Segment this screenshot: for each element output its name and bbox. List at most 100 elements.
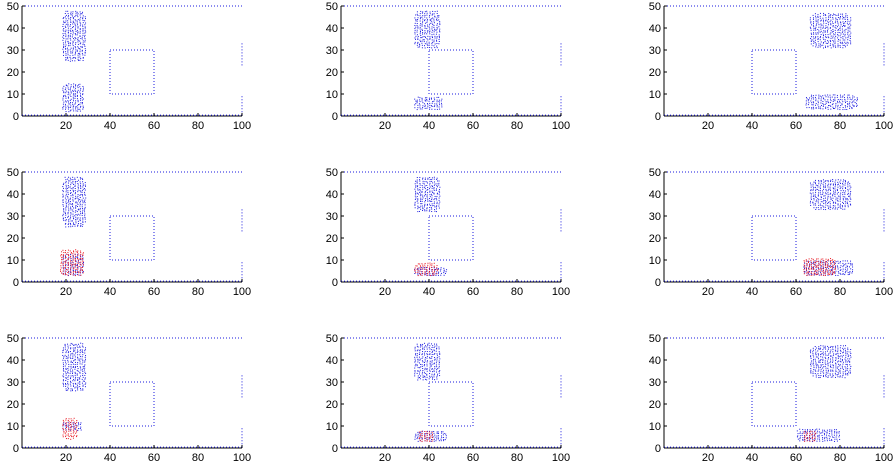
- particle-point: [82, 184, 84, 186]
- particle-cluster-red: [803, 430, 817, 442]
- particle-point: [828, 201, 830, 203]
- particle-point: [67, 216, 69, 218]
- particle-point: [417, 270, 419, 272]
- particle-point: [839, 39, 841, 41]
- particle-point: [73, 38, 75, 40]
- particle-point: [82, 346, 84, 348]
- particle-point: [810, 261, 812, 263]
- particle-point: [850, 352, 852, 354]
- particle-point: [80, 256, 82, 258]
- particle-point: [849, 28, 851, 30]
- particle-point: [834, 438, 836, 440]
- particle-point: [808, 258, 810, 260]
- particle-point: [441, 98, 443, 100]
- particle-point: [76, 95, 78, 97]
- particle-point: [81, 211, 83, 213]
- particle-point: [430, 98, 432, 100]
- particle-point: [70, 264, 72, 266]
- particle-point: [824, 356, 826, 358]
- particle-point: [443, 440, 445, 442]
- particle-point: [820, 36, 822, 38]
- particle-point: [63, 50, 65, 52]
- particle-point: [436, 15, 438, 17]
- particle-point: [839, 98, 841, 100]
- particle-point: [822, 371, 824, 373]
- particle-point: [818, 377, 820, 379]
- particle-point: [799, 432, 801, 434]
- particle-point: [801, 434, 803, 436]
- particle-point: [65, 274, 67, 276]
- particle-point: [67, 36, 69, 38]
- particle-point: [64, 94, 66, 96]
- particle-point: [849, 351, 851, 353]
- particle-point: [85, 372, 87, 374]
- particle-point: [84, 41, 86, 43]
- particle-point: [84, 193, 86, 195]
- particle-point: [439, 358, 441, 360]
- particle-point: [839, 376, 841, 378]
- particle-point: [65, 100, 67, 102]
- particle-point: [65, 380, 67, 382]
- particle-point: [844, 35, 846, 37]
- particle-point: [68, 363, 70, 365]
- particle-point: [825, 180, 827, 182]
- particle-point: [825, 102, 827, 104]
- particle-point: [68, 204, 70, 206]
- particle-point: [847, 262, 849, 264]
- particle-point: [431, 197, 433, 199]
- x-tick-label: 100: [552, 286, 570, 298]
- particle-point: [810, 352, 812, 354]
- particle-point: [82, 270, 84, 272]
- particle-point: [431, 203, 433, 205]
- particle-point: [437, 433, 439, 435]
- particle-point: [810, 360, 812, 362]
- particle-point: [825, 363, 827, 365]
- particle-point: [69, 222, 71, 224]
- particle-point: [844, 371, 846, 373]
- particle-point: [76, 22, 78, 24]
- particle-point: [72, 256, 74, 258]
- particle-point: [414, 190, 416, 192]
- particle-point: [75, 202, 77, 204]
- particle-point: [431, 18, 433, 20]
- particle-point: [431, 270, 433, 272]
- particle-point: [830, 262, 832, 264]
- particle-point: [83, 369, 85, 371]
- particle-point: [815, 262, 817, 264]
- particle-point: [824, 27, 826, 29]
- particle-point: [415, 38, 417, 40]
- particle-point: [421, 268, 423, 270]
- particle-point: [815, 186, 817, 188]
- particle-point: [431, 102, 433, 104]
- particle-point: [424, 433, 426, 435]
- particle-point: [433, 362, 435, 364]
- particle-point: [850, 260, 852, 262]
- x-tick-label: 20: [379, 120, 391, 132]
- particle-point: [438, 207, 440, 209]
- particle-point: [827, 260, 829, 262]
- particle-point: [824, 41, 826, 43]
- particle-point: [837, 349, 839, 351]
- particle-point: [845, 102, 847, 104]
- particle-point: [825, 374, 827, 376]
- y-tick-label: 0: [13, 443, 19, 455]
- particle-point: [83, 200, 85, 202]
- particle-point: [429, 203, 431, 205]
- particle-point: [424, 438, 426, 440]
- particle-point: [80, 426, 82, 428]
- particle-point: [849, 197, 851, 199]
- particle-point: [844, 366, 846, 368]
- particle-point: [72, 209, 74, 211]
- particle-point: [65, 436, 67, 438]
- particle-point: [836, 208, 838, 210]
- particle-point: [65, 373, 67, 375]
- particle-point: [79, 194, 81, 196]
- particle-point: [424, 14, 426, 16]
- y-tick-label: 40: [7, 23, 19, 35]
- y-tick-label: 0: [13, 277, 19, 289]
- particle-point: [814, 433, 816, 435]
- particle-point: [79, 258, 81, 260]
- particle-point: [419, 376, 421, 378]
- particle-point: [810, 264, 812, 266]
- particle-point: [846, 100, 848, 102]
